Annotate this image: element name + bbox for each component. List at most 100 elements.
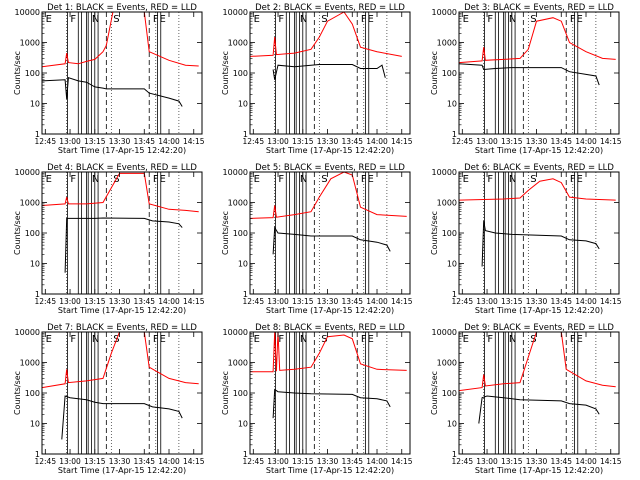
panel-title: Det 1: BLACK = Events, RED = LLD bbox=[47, 3, 197, 13]
series-line bbox=[41, 77, 183, 107]
region-label: E bbox=[367, 174, 373, 185]
y-tick-label: 100 bbox=[25, 389, 40, 398]
y-tick-label: 1 bbox=[243, 130, 248, 139]
x-tick-label: 13:30 bbox=[526, 457, 548, 466]
x-tick-label: 14:00 bbox=[158, 137, 180, 146]
x-tick-label: 13:15 bbox=[501, 297, 523, 306]
x-tick-label: 13:15 bbox=[292, 297, 314, 306]
y-tick-label: 1 bbox=[243, 290, 248, 299]
y-tick-label: 1000 bbox=[437, 199, 457, 208]
region-label: E bbox=[254, 14, 260, 25]
y-axis-label: Counts/sec bbox=[221, 51, 230, 95]
y-tick-label: 100 bbox=[25, 229, 40, 238]
y-tick-label: 1000 bbox=[20, 199, 40, 208]
y-axis-label: Counts/sec bbox=[221, 371, 230, 415]
region-label: F bbox=[70, 14, 76, 25]
x-tick-label: 13:45 bbox=[341, 297, 363, 306]
panel-title: Det 5: BLACK = Events, RED = LLD bbox=[255, 163, 405, 173]
region-label: S bbox=[530, 174, 536, 185]
region-label: F bbox=[278, 174, 284, 185]
region-label: S bbox=[321, 14, 327, 25]
x-tick-label: 13:15 bbox=[84, 297, 106, 306]
x-tick-label: 13:30 bbox=[317, 297, 339, 306]
region-label: N bbox=[92, 174, 99, 185]
y-tick-label: 1000 bbox=[228, 39, 248, 48]
series-line bbox=[478, 395, 600, 424]
region-label: F bbox=[70, 174, 76, 185]
x-tick-label: 13:00 bbox=[59, 137, 81, 146]
series-line bbox=[249, 171, 407, 219]
y-tick-label: 10000 bbox=[432, 328, 457, 337]
y-tick-label: 10000 bbox=[432, 168, 457, 177]
x-tick-label: 12:45 bbox=[451, 297, 473, 306]
y-tick-label: 100 bbox=[442, 229, 457, 238]
region-label: F bbox=[153, 14, 159, 25]
y-tick-label: 1000 bbox=[437, 39, 457, 48]
region-label: F bbox=[570, 174, 576, 185]
region-label: E bbox=[367, 334, 373, 345]
y-tick-label: 1 bbox=[35, 290, 40, 299]
y-tick-label: 10 bbox=[447, 420, 457, 429]
y-tick-label: 1 bbox=[452, 450, 457, 459]
y-tick-label: 1000 bbox=[228, 199, 248, 208]
x-axis-label: Start Time (17-Apr-15 12:42:20) bbox=[58, 146, 186, 155]
x-tick-label: 14:15 bbox=[600, 457, 622, 466]
x-tick-label: 13:30 bbox=[317, 457, 339, 466]
region-label: E bbox=[254, 174, 260, 185]
y-tick-label: 100 bbox=[442, 69, 457, 78]
y-axis-label: Counts/sec bbox=[221, 211, 230, 255]
region-label: S bbox=[321, 334, 327, 345]
x-tick-label: 13:45 bbox=[550, 297, 572, 306]
region-label: N bbox=[509, 334, 516, 345]
x-tick-label: 14:15 bbox=[600, 297, 622, 306]
series-line bbox=[64, 217, 183, 273]
panel-title: Det 7: BLACK = Events, RED = LLD bbox=[47, 323, 197, 333]
region-label: S bbox=[321, 174, 327, 185]
x-tick-label: 13:00 bbox=[267, 137, 289, 146]
x-tick-label: 13:45 bbox=[133, 457, 155, 466]
y-tick-label: 10 bbox=[238, 260, 248, 269]
y-tick-label: 10000 bbox=[15, 168, 40, 177]
region-label: F bbox=[361, 334, 367, 345]
x-tick-label: 13:00 bbox=[476, 297, 498, 306]
x-tick-label: 13:15 bbox=[292, 137, 314, 146]
y-tick-label: 10 bbox=[30, 100, 40, 109]
region-label: E bbox=[254, 334, 260, 345]
x-tick-label: 14:00 bbox=[158, 457, 180, 466]
x-tick-label: 12:45 bbox=[451, 457, 473, 466]
x-tick-label: 13:15 bbox=[292, 457, 314, 466]
region-label: E bbox=[46, 174, 52, 185]
region-label: F bbox=[570, 14, 576, 25]
y-tick-label: 10000 bbox=[15, 8, 40, 17]
x-tick-label: 13:00 bbox=[267, 457, 289, 466]
x-tick-label: 13:30 bbox=[109, 137, 131, 146]
region-label: F bbox=[570, 334, 576, 345]
y-axis-label: Counts/sec bbox=[430, 211, 439, 255]
x-tick-label: 14:00 bbox=[575, 457, 597, 466]
x-tick-label: 14:15 bbox=[183, 457, 205, 466]
y-tick-label: 100 bbox=[233, 69, 248, 78]
y-tick-label: 10 bbox=[30, 260, 40, 269]
panel-title: Det 6: BLACK = Events, RED = LLD bbox=[464, 163, 614, 173]
series-line bbox=[41, 172, 199, 213]
y-tick-label: 100 bbox=[442, 389, 457, 398]
series-line bbox=[250, 331, 407, 373]
y-axis-label: Counts/sec bbox=[430, 371, 439, 415]
series-line bbox=[61, 395, 183, 440]
y-axis-label: Counts/sec bbox=[13, 51, 22, 95]
region-label: E bbox=[576, 174, 582, 185]
region-label: E bbox=[159, 334, 165, 345]
region-label: N bbox=[300, 174, 307, 185]
region-label: F bbox=[278, 334, 284, 345]
x-tick-label: 13:30 bbox=[317, 137, 339, 146]
x-axis-label: Start Time (17-Apr-15 12:42:20) bbox=[266, 146, 394, 155]
series-line bbox=[272, 64, 386, 80]
x-tick-label: 14:00 bbox=[158, 297, 180, 306]
region-label: E bbox=[159, 14, 165, 25]
